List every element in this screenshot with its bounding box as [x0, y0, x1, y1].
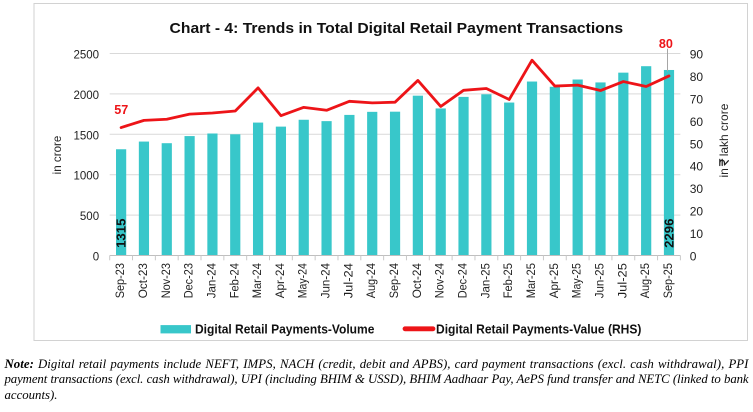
svg-text:0: 0 [93, 252, 99, 264]
svg-text:Jan-24: Jan-24 [206, 263, 218, 299]
svg-text:500: 500 [80, 211, 99, 223]
svg-text:70: 70 [690, 92, 704, 106]
svg-text:Chart - 4: Trends in Total Dig: Chart - 4: Trends in Total Digital Retai… [170, 21, 624, 37]
svg-text:2296: 2296 [661, 219, 676, 248]
svg-text:10: 10 [690, 227, 704, 241]
svg-text:Nov-23: Nov-23 [161, 263, 173, 298]
svg-text:Apr-24: Apr-24 [275, 262, 287, 298]
svg-text:lakh crore: lakh crore [717, 103, 731, 156]
svg-text:May-24: May-24 [298, 263, 310, 299]
svg-text:2000: 2000 [74, 90, 100, 102]
svg-text:Feb-25: Feb-25 [503, 263, 515, 298]
svg-text:30: 30 [690, 182, 704, 196]
svg-text:Oct-23: Oct-23 [138, 263, 150, 298]
svg-text:May-25: May-25 [572, 263, 584, 298]
svg-text:Jul-25: Jul-25 [617, 263, 629, 298]
svg-text:Jan-25: Jan-25 [480, 263, 492, 298]
svg-text:40: 40 [690, 160, 704, 174]
svg-text:1000: 1000 [74, 171, 100, 183]
svg-text:Aug-24: Aug-24 [366, 263, 378, 299]
svg-text:Apr-25: Apr-25 [549, 263, 561, 298]
svg-text:Mar-25: Mar-25 [526, 263, 538, 298]
svg-text:2500: 2500 [74, 50, 100, 62]
svg-text:Feb-24: Feb-24 [229, 263, 241, 299]
svg-text:Sep-23: Sep-23 [115, 263, 127, 298]
svg-text:Nov-24: Nov-24 [435, 263, 447, 299]
svg-text:1500: 1500 [74, 130, 100, 142]
svg-text:Digital Retail Payments-Volume: Digital Retail Payments-Volume [195, 321, 374, 336]
svg-text:Jun-25: Jun-25 [595, 263, 607, 298]
svg-text:20: 20 [690, 205, 704, 219]
svg-text:50: 50 [690, 137, 704, 151]
svg-text:90: 90 [690, 48, 704, 62]
svg-text:80: 80 [659, 37, 673, 51]
svg-text:Digital Retail Payments-Value: Digital Retail Payments-Value (RHS) [436, 321, 641, 336]
svg-text:Dec-24: Dec-24 [458, 263, 470, 299]
svg-text:60: 60 [690, 115, 704, 129]
svg-text:Aug-25: Aug-25 [640, 263, 652, 298]
svg-text:Jul-24: Jul-24 [343, 262, 355, 298]
svg-text:in: in [717, 168, 731, 177]
svg-text:Mar-24: Mar-24 [252, 263, 264, 299]
svg-text:Jun-24: Jun-24 [321, 263, 333, 299]
svg-text:0: 0 [690, 250, 697, 264]
svg-text:Sep-24: Sep-24 [389, 263, 401, 299]
svg-text:57: 57 [114, 103, 128, 117]
svg-text:Oct-24: Oct-24 [412, 262, 424, 298]
svg-text:in crore: in crore [51, 136, 64, 175]
svg-text:Dec-23: Dec-23 [184, 263, 196, 298]
svg-text:1315: 1315 [114, 219, 129, 248]
svg-text:80: 80 [690, 70, 704, 84]
svg-text:Sep-25: Sep-25 [663, 263, 675, 298]
